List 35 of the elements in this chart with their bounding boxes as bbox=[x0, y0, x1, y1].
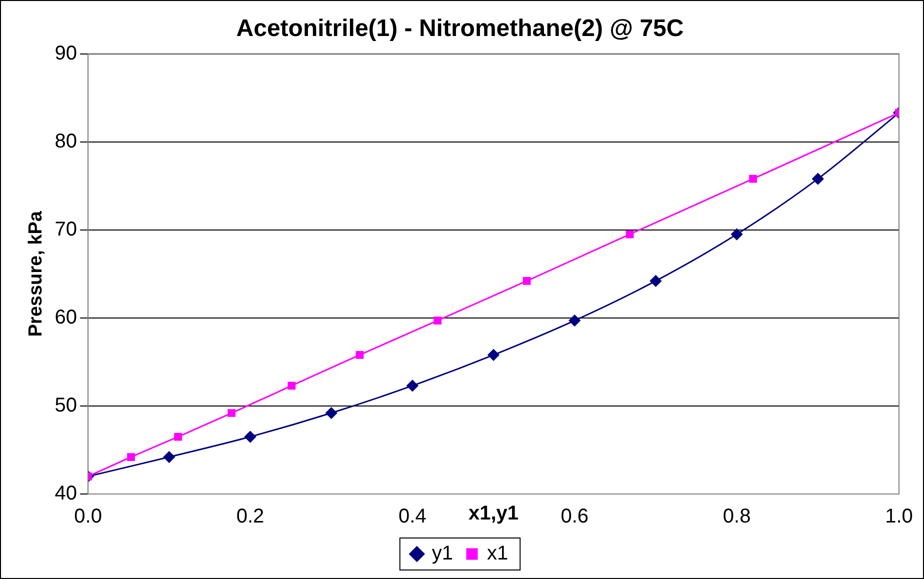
point bbox=[488, 349, 500, 361]
point bbox=[244, 431, 256, 443]
legend-label: y1 bbox=[432, 542, 453, 565]
point bbox=[326, 407, 338, 419]
y-tick-label: 90 bbox=[54, 42, 78, 64]
x-tick-label: 0.8 bbox=[722, 506, 751, 528]
point bbox=[174, 432, 182, 441]
point bbox=[228, 409, 236, 417]
x-axis-title: x1,y1 bbox=[468, 502, 519, 525]
y-tick-label: 70 bbox=[54, 218, 78, 240]
point bbox=[434, 316, 442, 324]
point bbox=[731, 228, 743, 240]
point bbox=[127, 453, 135, 461]
x-tick-label: 0.2 bbox=[236, 506, 264, 528]
point bbox=[626, 230, 634, 238]
point bbox=[406, 380, 418, 392]
x-tick-label: 0.4 bbox=[398, 506, 426, 528]
point bbox=[356, 350, 364, 359]
y-tick-label: 60 bbox=[54, 306, 78, 328]
y-axis-title: Pressure, kPa bbox=[26, 210, 47, 337]
x-tick-label: 1.0 bbox=[885, 506, 913, 528]
y-tick-label: 40 bbox=[54, 482, 78, 505]
point bbox=[522, 277, 531, 285]
x-tick-label: 0.6 bbox=[560, 506, 589, 528]
y-tick-label: 80 bbox=[54, 130, 78, 152]
chart-title: Acetonitrile(1) - Nitromethane(2) @ 75C bbox=[236, 15, 684, 42]
point bbox=[163, 451, 175, 463]
point bbox=[568, 314, 580, 326]
legend-label: x1 bbox=[487, 542, 508, 565]
point bbox=[749, 174, 757, 183]
y-tick-label: 50 bbox=[54, 394, 78, 416]
point bbox=[288, 382, 296, 390]
point bbox=[650, 275, 662, 287]
point bbox=[812, 173, 824, 185]
x-tick-label: 0.0 bbox=[74, 506, 102, 528]
